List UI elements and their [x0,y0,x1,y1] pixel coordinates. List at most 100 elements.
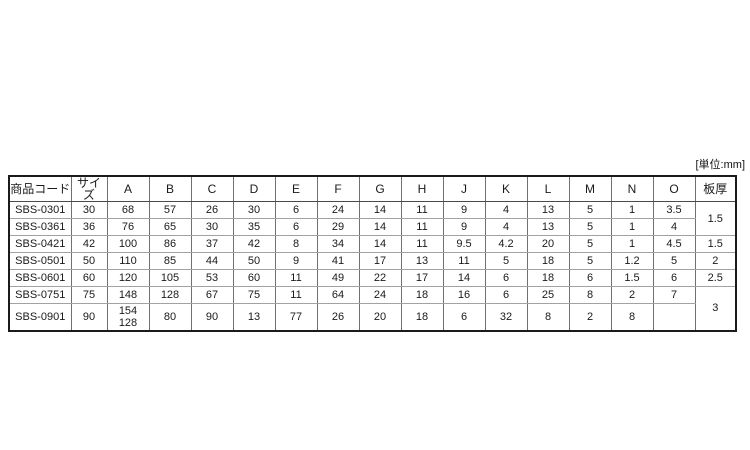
cell-value: 42 [232,235,276,253]
cell-product-code: SBS-0501 [8,252,72,270]
header-k: K [484,175,528,202]
cell-value: 44 [190,252,234,270]
cell-value: 148 [106,286,150,304]
cell-value: 1 [610,218,654,236]
cell-value: 20 [358,303,402,331]
cell-value: 35 [232,218,276,236]
cell-value: 49 [316,269,360,287]
cell-product-code: SBS-0301 [8,201,72,219]
cell-value: 14 [442,269,486,287]
cell-value: 85 [148,252,192,270]
header-d: D [232,175,276,202]
cell-value: 11 [274,269,318,287]
cell-value: 9 [442,218,486,236]
cell-value: 4 [484,201,528,219]
cell-value: 14 [358,201,402,219]
cell-value: 18 [400,286,444,304]
spec-table: 商品コード サイズ A B C D E F G H J K L M N O 板厚… [8,175,737,332]
cell-value: 5 [568,201,612,219]
cell-size: 75 [70,286,108,304]
cell-thickness: 2 [694,252,737,270]
cell-value: 154 128 [106,303,150,331]
table-body: SBS-0301 30 68 57 26 30 6 24 14 11 9 4 13 5 1 3.5 1.5 SBS… [8,201,737,331]
cell-value: 128 [148,286,192,304]
cell-value: 17 [400,269,444,287]
cell-value: 30 [232,201,276,219]
cell-value: 5 [484,252,528,270]
cell-value: 7 [652,286,696,304]
table-row: SBS-0301 30 68 57 26 30 6 24 14 11 9 4 13 5 1 3.5 1.5 [8,201,737,236]
table-row: SBS-0501 50 110 85 44 50 9 41 17 13 11 5 18 5 1.2 5 2 [8,252,737,270]
header-j: J [442,175,486,202]
cell-value: 14 [358,218,402,236]
cell-value: 77 [274,303,318,331]
cell-value: 5 [652,252,696,270]
cell-value: 18 [526,269,570,287]
cell-value: 25 [526,286,570,304]
cell-value: 5 [568,252,612,270]
cell-value: 75 [232,286,276,304]
cell-product-code: SBS-0751 [8,286,72,304]
cell-value: 9.5 [442,235,486,253]
cell-value: 9 [274,252,318,270]
cell-product-code: SBS-0601 [8,269,72,287]
cell-value: 13 [526,201,570,219]
cell-value: 1 [610,201,654,219]
table-row: SBS-0601 60 120 105 53 60 11 49 22 17 14 6 18 6 1.5 6 2.… [8,269,737,287]
cell-product-code: SBS-0361 [8,218,72,236]
header-h: H [400,175,444,202]
cell-value: 6 [484,286,528,304]
cell-value: 17 [358,252,402,270]
cell-value: 120 [106,269,150,287]
cell-value: 3.5 [652,201,696,219]
header-product-code: 商品コード [8,175,72,202]
header-o: O [652,175,696,202]
header-e: E [274,175,318,202]
cell-size: 60 [70,269,108,287]
cell-value: 67 [190,286,234,304]
cell-value: 11 [274,286,318,304]
cell-value: 105 [148,269,192,287]
cell-value: 2 [568,303,612,331]
cell-value: 8 [568,286,612,304]
cell-value: 76 [106,218,150,236]
cell-value: 11 [400,218,444,236]
header-g: G [358,175,402,202]
cell-value: 90 [190,303,234,331]
cell-value: 20 [526,235,570,253]
cell-value: 1 [610,235,654,253]
cell-value: 5 [568,235,612,253]
cell-value: 32 [484,303,528,331]
cell-size: 50 [70,252,108,270]
cell-value: 8 [610,303,654,331]
header-size: サイズ [70,175,108,202]
cell-value: 2 [610,286,654,304]
cell-size: 42 [70,235,108,253]
cell-product-code: SBS-0901 [8,303,72,331]
cell-value: 5 [568,218,612,236]
cell-value: 6 [568,269,612,287]
cell-value: 4.2 [484,235,528,253]
table-row: SBS-0901 90 154 128 80 90 13 77 26 20 18 6 32 8 2 8 [8,303,736,331]
cell-value: 1.5 [610,269,654,287]
cell-value: 53 [190,269,234,287]
table-row: SBS-0361 36 76 65 30 35 6 29 14 11 9 4 13 5 1 4 [8,218,736,236]
cell-thickness: 1.5 [694,201,737,236]
cell-value: 8 [274,235,318,253]
cell-value: 80 [148,303,192,331]
cell-value: 110 [106,252,150,270]
header-m: M [568,175,612,202]
header-c: C [190,175,234,202]
cell-size: 90 [70,303,108,331]
header-thickness: 板厚 [694,175,737,202]
cell-value: 6 [274,201,318,219]
cell-value: 13 [232,303,276,331]
cell-value: 29 [316,218,360,236]
unit-label: [単位:mm] [695,159,746,171]
cell-size: 30 [70,201,108,219]
cell-value: 16 [442,286,486,304]
cell-value: 6 [274,218,318,236]
header-l: L [526,175,570,202]
cell-value: 60 [232,269,276,287]
